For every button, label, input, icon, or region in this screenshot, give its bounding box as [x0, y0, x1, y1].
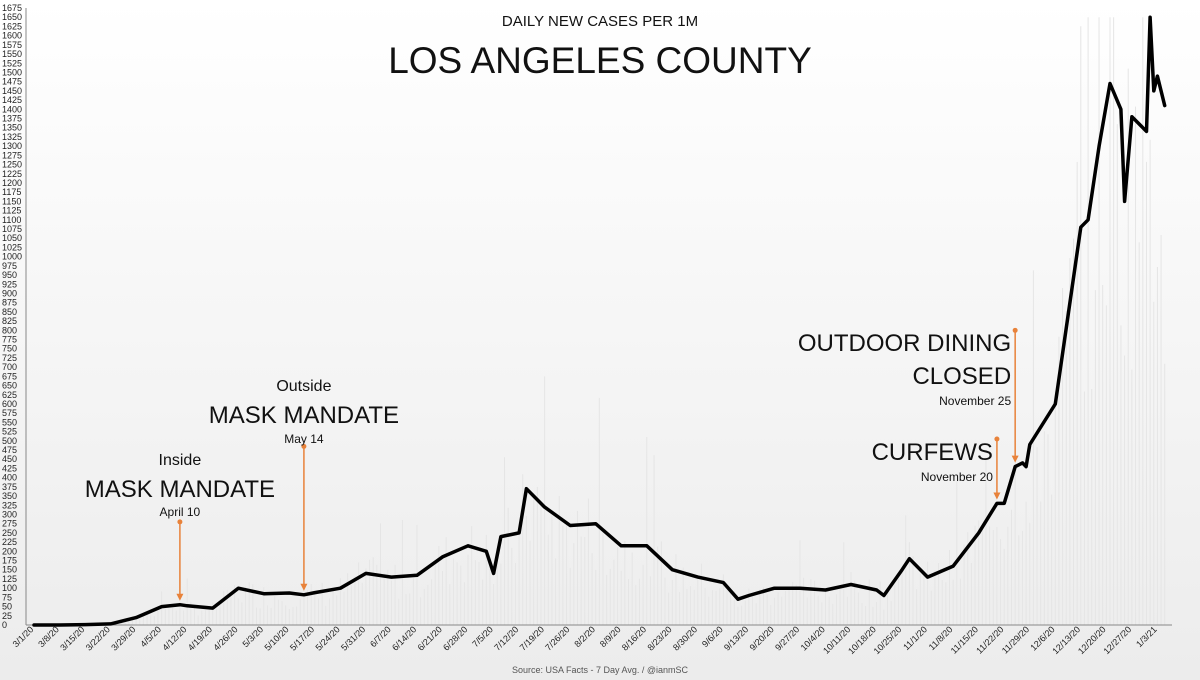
series-line — [32, 15, 1167, 627]
y-tick-label: 325 — [2, 500, 17, 510]
annotation-outdoor-dining-date: November 25 — [939, 394, 1011, 408]
y-tick-label: 850 — [2, 307, 17, 317]
y-tick-label: 425 — [2, 463, 17, 473]
y-tick-label: 1675 — [2, 3, 22, 13]
y-tick-label: 1150 — [2, 196, 21, 206]
annotation-curfews: CURFEWS — [872, 439, 993, 466]
annotation-inside-label: Inside — [159, 452, 202, 469]
annotation-curfews-date: November 20 — [921, 470, 993, 484]
annotation-inside-mask-mandate: MASK MANDATE — [85, 476, 275, 503]
y-tick-label: 675 — [2, 371, 17, 381]
y-tick-label: 125 — [2, 574, 17, 584]
y-tick-label: 750 — [2, 344, 17, 354]
annotation-dot — [301, 443, 307, 449]
annotation-dot — [994, 436, 1000, 442]
y-tick-label: 1050 — [2, 233, 22, 243]
y-tick-label: 1300 — [2, 141, 22, 151]
y-tick-label: 475 — [2, 445, 17, 455]
y-tick-label: 500 — [2, 436, 17, 446]
y-tick-label: 1450 — [2, 86, 22, 96]
y-axis: 0255075100125150175200225250275300325350… — [2, 3, 27, 630]
y-tick-label: 1075 — [2, 224, 22, 234]
chart-subtitle: DAILY NEW CASES PER 1M — [502, 13, 698, 30]
annotation-dot — [1012, 327, 1018, 333]
y-tick-label: 550 — [2, 417, 17, 427]
y-tick-label: 600 — [2, 399, 17, 409]
y-tick-label: 0 — [2, 620, 7, 630]
y-tick-label: 950 — [2, 270, 17, 280]
y-tick-label: 1350 — [2, 123, 22, 133]
y-tick-label: 925 — [2, 279, 17, 289]
y-tick-label: 50 — [2, 602, 12, 612]
y-tick-label: 25 — [2, 611, 12, 621]
y-tick-label: 375 — [2, 482, 17, 492]
y-tick-label: 875 — [2, 298, 17, 308]
y-tick-label: 100 — [2, 583, 17, 593]
y-tick-label: 1650 — [2, 12, 22, 22]
annotation-closed: CLOSED — [912, 363, 1011, 390]
y-tick-label: 1225 — [2, 169, 22, 179]
y-tick-label: 900 — [2, 288, 17, 298]
y-tick-label: 1175 — [2, 187, 21, 197]
y-tick-label: 1275 — [2, 150, 22, 160]
y-tick-label: 800 — [2, 325, 17, 335]
y-tick-label: 525 — [2, 427, 17, 437]
y-tick-label: 1375 — [2, 114, 22, 124]
y-tick-label: 700 — [2, 362, 17, 372]
y-tick-label: 575 — [2, 408, 17, 418]
chart-title: LOS ANGELES COUNTY — [388, 40, 812, 81]
y-tick-label: 225 — [2, 537, 17, 547]
chart-source: Source: USA Facts - 7 Day Avg. / @ianmSC — [512, 665, 689, 675]
y-tick-label: 275 — [2, 519, 17, 529]
y-tick-label: 1125 — [2, 206, 21, 216]
annotation-arrowhead — [1011, 455, 1019, 463]
y-tick-label: 450 — [2, 454, 17, 464]
y-tick-label: 150 — [2, 565, 17, 575]
y-tick-label: 1425 — [2, 95, 22, 105]
y-tick-label: 1575 — [2, 40, 22, 50]
annotation-inside-date: April 10 — [160, 505, 201, 519]
y-tick-label: 250 — [2, 528, 17, 538]
y-tick-label: 1250 — [2, 160, 22, 170]
y-tick-label: 775 — [2, 335, 17, 345]
y-tick-label: 1325 — [2, 132, 22, 142]
y-tick-label: 1400 — [2, 104, 22, 114]
y-tick-label: 75 — [2, 592, 12, 602]
annotation-outside-label: Outside — [276, 378, 331, 395]
annotation-arrowhead — [993, 492, 1001, 500]
y-tick-label: 725 — [2, 353, 17, 363]
annotation-outdoor-dining: OUTDOOR DINING — [798, 330, 1011, 357]
y-tick-label: 1000 — [2, 252, 22, 262]
annotation-outside-date: May 14 — [284, 432, 324, 446]
annotations: Inside MASK MANDATE April 10 Outside MASK MA… — [85, 327, 1019, 601]
y-tick-label: 350 — [2, 491, 17, 501]
y-tick-label: 1200 — [2, 178, 22, 188]
annotation-dot — [177, 519, 183, 525]
y-tick-label: 300 — [2, 509, 17, 519]
y-tick-label: 1525 — [2, 58, 22, 68]
y-tick-label: 625 — [2, 390, 17, 400]
y-tick-label: 175 — [2, 556, 17, 566]
y-tick-label: 1500 — [2, 67, 22, 77]
y-tick-label: 200 — [2, 546, 17, 556]
y-tick-label: 975 — [2, 261, 17, 271]
y-tick-label: 650 — [2, 381, 17, 391]
y-tick-label: 1100 — [2, 215, 21, 225]
y-tick-label: 1625 — [2, 21, 22, 31]
annotation-outside-mask-mandate: MASK MANDATE — [209, 402, 399, 429]
y-tick-label: 1550 — [2, 49, 22, 59]
y-tick-label: 1025 — [2, 242, 22, 252]
y-tick-label: 1600 — [2, 31, 22, 41]
y-tick-label: 1475 — [2, 77, 22, 87]
y-tick-label: 400 — [2, 473, 17, 483]
annotation-arrowhead — [300, 583, 308, 591]
annotation-arrowhead — [176, 593, 184, 601]
y-tick-label: 825 — [2, 316, 17, 326]
